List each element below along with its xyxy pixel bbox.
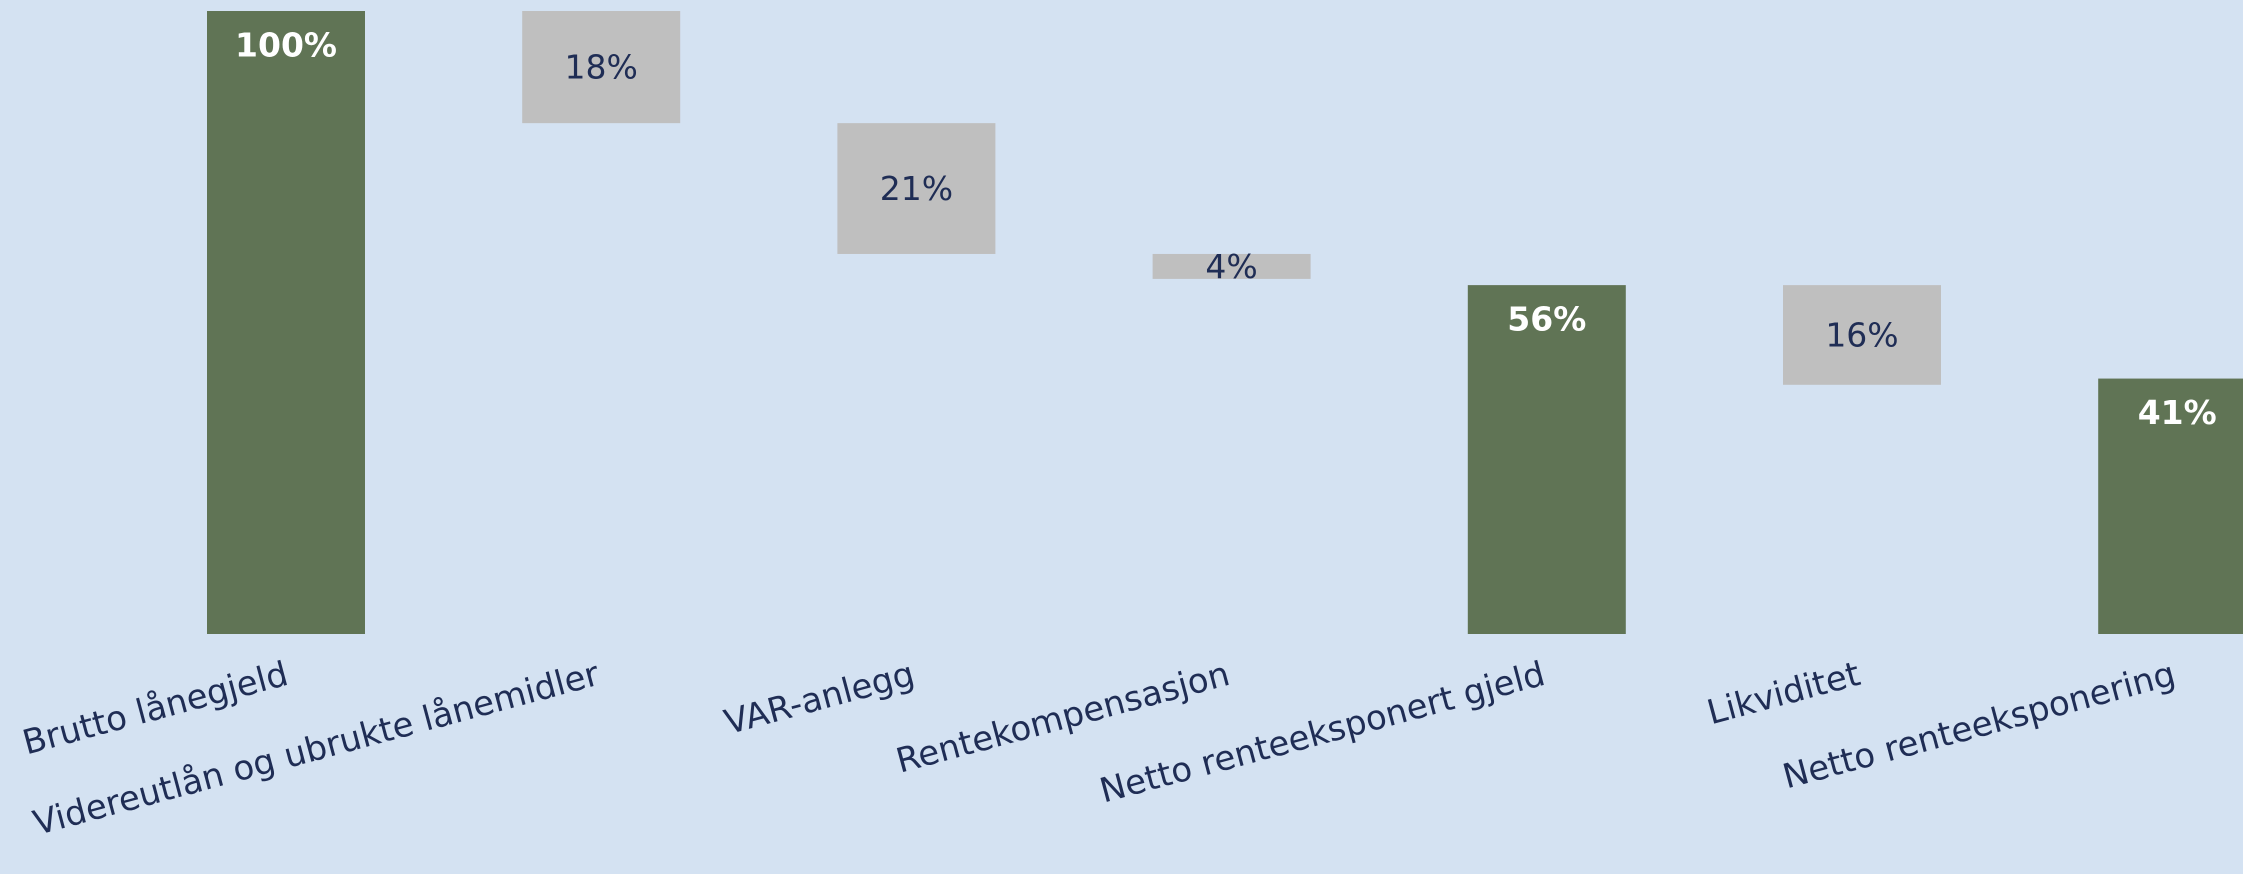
x-tick-label: Likviditet	[1703, 654, 1864, 733]
data-label: 16%	[1825, 315, 1898, 354]
x-tick-label: Videreutlån og ubrukte lånemidler	[29, 654, 603, 844]
bar	[837, 123, 996, 254]
data-label: 4%	[1205, 247, 1257, 286]
data-label: 56%	[1507, 300, 1586, 339]
bar	[1783, 285, 1941, 385]
data-label: 18%	[565, 48, 638, 87]
bar	[1152, 253, 1311, 279]
bar	[207, 11, 365, 634]
x-tick-label: VAR-anlegg	[720, 654, 918, 743]
bar	[1467, 285, 1626, 634]
data-label: 41%	[2138, 393, 2217, 432]
data-label: 21%	[880, 169, 953, 208]
bar	[2098, 378, 2243, 634]
data-label: 100%	[235, 26, 337, 65]
bar	[522, 11, 681, 124]
